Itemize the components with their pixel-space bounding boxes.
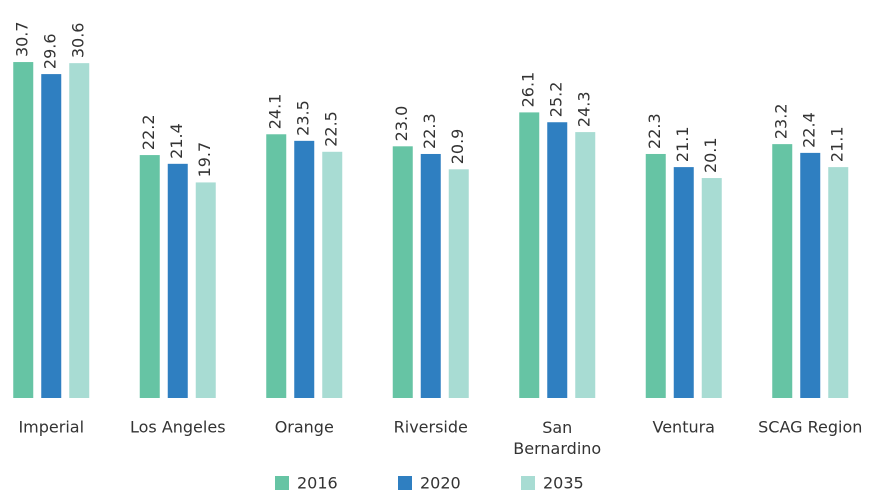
value-label: 30.7 [13, 21, 32, 57]
bar [69, 63, 90, 399]
bar [167, 163, 188, 398]
value-label: 20.1 [701, 137, 720, 173]
value-label: 20.9 [448, 129, 467, 165]
bar [772, 144, 793, 398]
bar [701, 178, 722, 398]
value-label: 23.0 [392, 106, 411, 142]
bar [448, 169, 469, 398]
value-label: 30.6 [69, 23, 88, 59]
value-label: 22.4 [800, 112, 819, 148]
legend-swatch [521, 476, 535, 490]
legend-label: 2020 [420, 474, 461, 492]
x-tick-label: Riverside [394, 418, 468, 437]
bar [266, 134, 287, 398]
bar [322, 151, 343, 398]
x-tick-label: Imperial [18, 418, 84, 437]
value-label: 25.2 [547, 82, 566, 118]
value-label: 22.2 [139, 114, 158, 150]
bar [195, 182, 216, 398]
value-label: 23.5 [294, 100, 313, 136]
value-label: 29.6 [41, 33, 60, 69]
value-label: 22.3 [645, 113, 664, 149]
value-label: 19.7 [195, 142, 214, 178]
x-tick-label: SCAG Region [758, 418, 862, 437]
value-label: 24.1 [266, 94, 285, 130]
bar [547, 122, 568, 399]
bar [800, 152, 821, 398]
legend-swatch [275, 476, 289, 490]
bar [139, 155, 160, 398]
x-tick-label: San Bernardino [513, 418, 601, 458]
x-tick-label: Orange [275, 418, 334, 437]
bar [392, 146, 413, 398]
bar [13, 62, 34, 398]
value-label: 26.1 [519, 72, 538, 108]
legend-label: 2016 [297, 474, 338, 492]
bar [575, 132, 596, 399]
bar [41, 74, 62, 398]
value-label: 21.1 [673, 126, 692, 162]
value-label: 21.1 [828, 126, 847, 162]
bar [673, 167, 694, 398]
x-tick-label: Los Angeles [130, 418, 226, 437]
bar [294, 140, 315, 399]
value-label: 22.5 [322, 111, 341, 147]
legend-label: 2035 [543, 474, 584, 492]
value-label: 24.3 [575, 91, 594, 127]
bar [828, 167, 849, 398]
value-label: 23.2 [772, 104, 791, 140]
value-label: 22.3 [420, 113, 439, 149]
bar [519, 112, 540, 399]
bar [645, 153, 666, 398]
x-tick-label: Ventura [653, 418, 715, 437]
legend-swatch [398, 476, 412, 490]
value-label: 21.4 [167, 123, 186, 159]
bar [420, 153, 441, 398]
